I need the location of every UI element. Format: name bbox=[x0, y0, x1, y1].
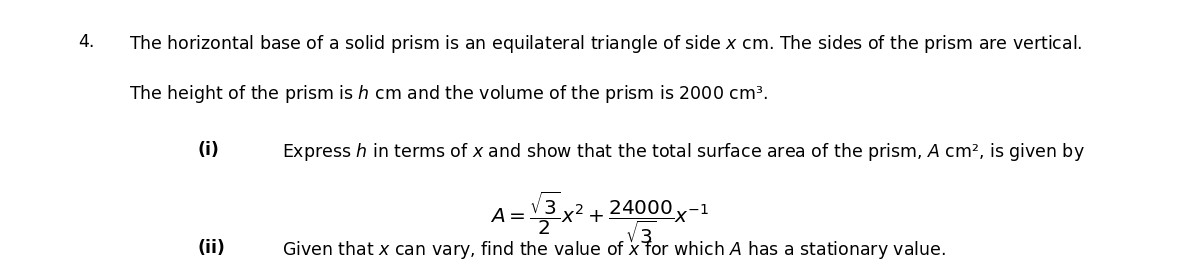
Text: Given that $x$ can vary, find the value of $x$ for which $A$ has a stationary va: Given that $x$ can vary, find the value … bbox=[282, 239, 946, 261]
Text: 4.: 4. bbox=[78, 33, 95, 51]
Text: The horizontal base of a solid prism is an equilateral triangle of side $x$ cm. : The horizontal base of a solid prism is … bbox=[129, 33, 1083, 55]
Text: $A = \dfrac{\sqrt{3}}{2}x^2 + \dfrac{24000}{\sqrt{3}}x^{-1}$: $A = \dfrac{\sqrt{3}}{2}x^2 + \dfrac{240… bbox=[490, 189, 709, 246]
Text: Express $h$ in terms of $x$ and show that the total surface area of the prism, $: Express $h$ in terms of $x$ and show tha… bbox=[282, 141, 1085, 163]
Text: The height of the prism is $h$ cm and the volume of the prism is 2000 cm³.: The height of the prism is $h$ cm and th… bbox=[129, 83, 769, 105]
Text: (ii): (ii) bbox=[198, 239, 225, 257]
Text: (i): (i) bbox=[198, 141, 219, 159]
